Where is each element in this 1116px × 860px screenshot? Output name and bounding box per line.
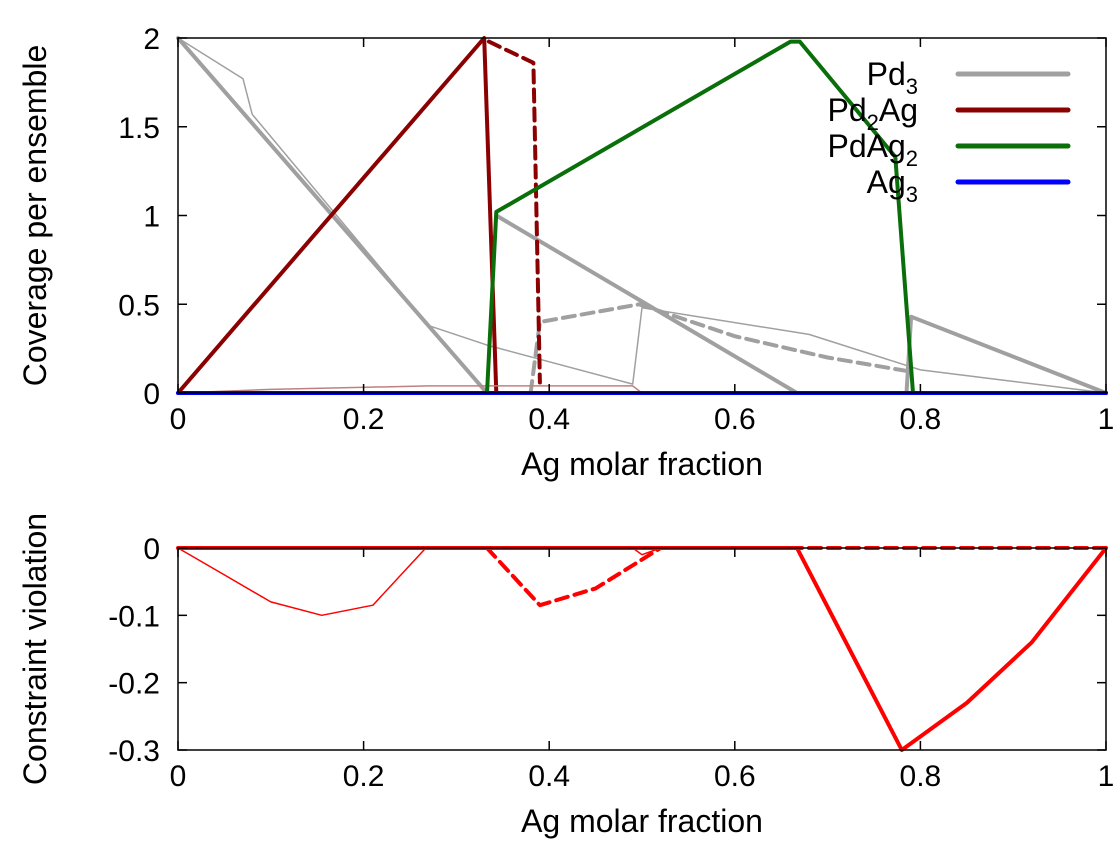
coverage-chart: 0 0.2 0.4 0.6 0.8 1 0 0.5 1 1.5 2 Ag molar fraction… [17, 23, 1114, 482]
y-tick-label: 0 [143, 533, 160, 566]
x-tick-label: 1 [1098, 760, 1115, 793]
y-axis-label: Coverage per ensemble [17, 45, 53, 387]
y-tick-label: 1 [143, 201, 160, 234]
series-line-pd3-2 [904, 314, 1108, 395]
y-tick-label: 0 [143, 378, 160, 411]
x-axis-label: Ag molar fraction [521, 446, 763, 482]
x-tick-label: 1 [1098, 403, 1115, 436]
series-line-pd2ag-7 [177, 385, 643, 394]
legend-label: Pd2Ag [827, 92, 918, 135]
legend-label: PdAg2 [827, 128, 918, 171]
series-group [176, 36, 1108, 395]
y-tick-label: 2 [143, 23, 160, 56]
series-line-pd3-3 [528, 302, 914, 395]
x-tick-label: 0.2 [343, 760, 385, 793]
x-tick-label: 0 [170, 760, 187, 793]
x-axis-label: Ag molar fraction [521, 803, 763, 839]
y-tick-label: -0.2 [108, 668, 160, 701]
series-line-violation-2 [177, 547, 662, 617]
series-line-violation-0 [176, 546, 1108, 752]
y-tick-label: 0.5 [118, 289, 160, 322]
x-tick-label: 0.8 [900, 760, 942, 793]
x-tick-label: 0.4 [528, 760, 570, 793]
x-tick-label: 0.4 [528, 403, 570, 436]
series-line-violation-1 [485, 546, 1108, 608]
series-group [176, 546, 1108, 752]
series-line-pdag2-8 [485, 39, 915, 395]
x-tick-label: 0.6 [714, 760, 756, 793]
legend-label: Ag3 [867, 164, 918, 207]
y-axis-label: Constraint violation [17, 513, 53, 785]
constraint-violation-chart: 0 0.2 0.4 0.6 0.8 1 0 -0.1 -0.2 -0.3 Ag molar frac… [17, 513, 1114, 839]
x-tick-label: 0.6 [714, 403, 756, 436]
y-tick-label: -0.1 [108, 600, 160, 633]
y-tick-label: -0.3 [108, 735, 160, 768]
x-tick-label: 0.2 [343, 403, 385, 436]
y-tick-label: 1.5 [118, 112, 160, 145]
x-tick-label: 0.8 [900, 403, 942, 436]
series-line-pd2ag-6 [486, 39, 542, 385]
legend-label: Pd3 [867, 56, 918, 99]
series-line-pd3-1 [494, 213, 799, 395]
x-tick-label: 0 [170, 403, 187, 436]
series-line-pd3-4 [177, 37, 1107, 394]
plot-frame [177, 547, 1107, 751]
